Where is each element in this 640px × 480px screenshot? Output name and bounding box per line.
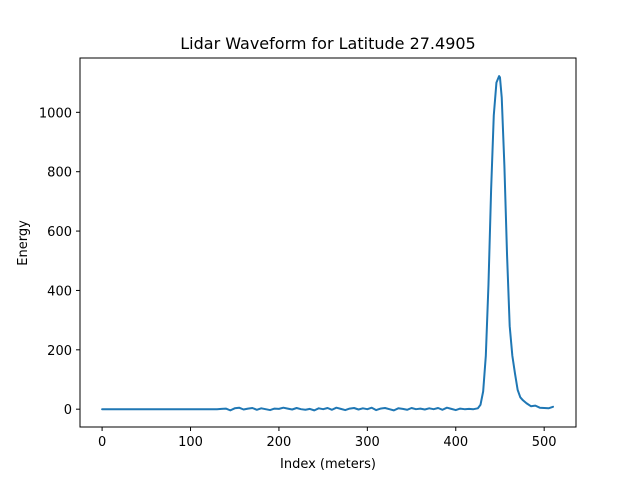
y-axis: 0 200 400 600 800 1000	[39, 106, 80, 418]
x-tick-label: 200	[267, 435, 292, 450]
x-tick-label: 500	[532, 435, 557, 450]
plot-frame	[79, 57, 577, 428]
waveform-series-line	[101, 75, 555, 412]
x-tick-label: 100	[178, 435, 203, 450]
x-tick-label: 300	[355, 435, 380, 450]
series-group	[101, 75, 555, 412]
x-tick-label: 0	[98, 435, 106, 450]
y-tick-label: 0	[64, 403, 72, 418]
y-tick-label: 200	[47, 344, 72, 359]
x-axis-label: Index (meters)	[280, 457, 376, 472]
y-axis-label: Energy	[16, 220, 31, 266]
y-tick-label: 800	[47, 166, 72, 181]
x-axis: 0 100 200 300 400 500	[98, 427, 557, 450]
chart-title: Lidar Waveform for Latitude 27.4905	[180, 34, 475, 53]
y-tick-label: 1000	[39, 106, 72, 121]
x-tick-label: 400	[443, 435, 468, 450]
y-tick-label: 400	[47, 284, 72, 299]
y-tick-label: 600	[47, 225, 72, 240]
